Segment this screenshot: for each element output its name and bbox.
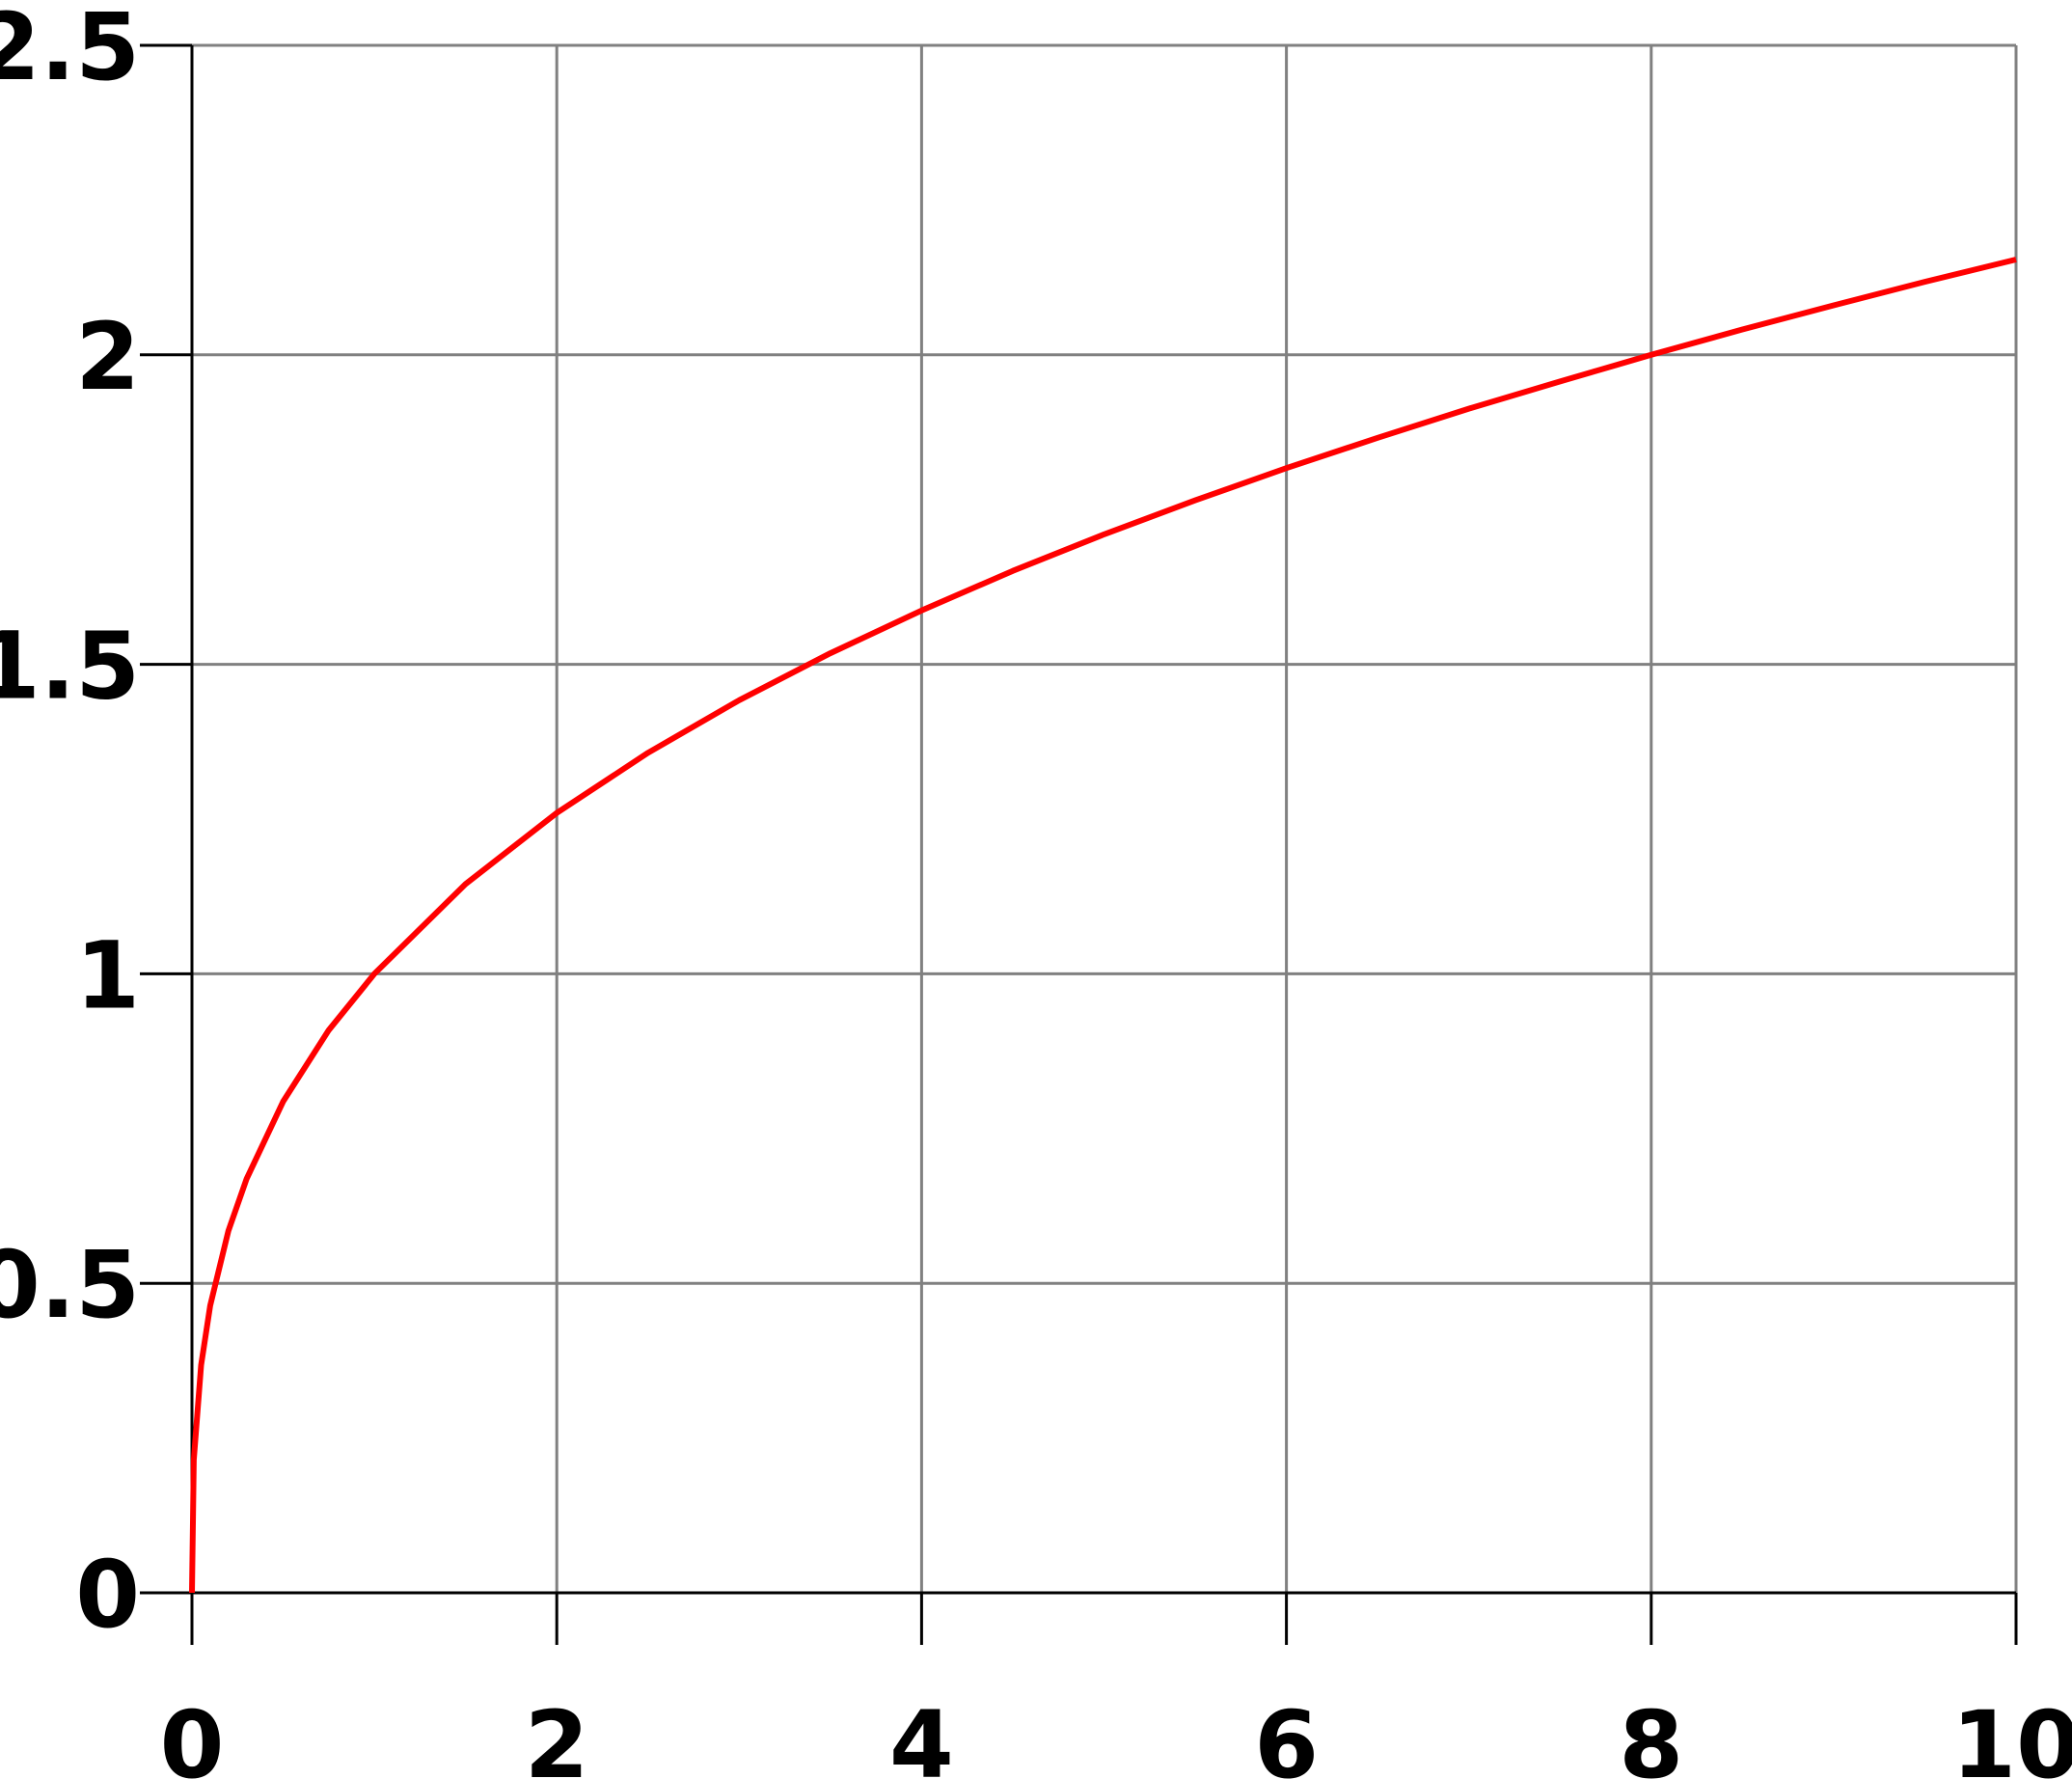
series-line: [189, 257, 2017, 1594]
y-tick-label: 2.5: [0, 0, 140, 101]
y-tick-label: 2: [75, 303, 140, 411]
x-tick-label: 0: [160, 1691, 225, 1779]
y-tick-label: 0.5: [0, 1231, 140, 1339]
x-tick-label: 8: [1619, 1691, 1683, 1779]
y-tick-label: 1.5: [0, 613, 140, 721]
x-tick-label: 10: [1951, 1691, 2072, 1779]
y-tick-label: 1: [75, 921, 140, 1029]
series: [189, 257, 2017, 1594]
y-tick-label: 0: [75, 1541, 140, 1649]
x-tick-label: 6: [1254, 1691, 1319, 1779]
grid: [192, 43, 2018, 1593]
x-tick-label: 2: [525, 1691, 589, 1779]
axes: [140, 43, 2018, 1645]
x-tick-label: 4: [889, 1691, 954, 1779]
